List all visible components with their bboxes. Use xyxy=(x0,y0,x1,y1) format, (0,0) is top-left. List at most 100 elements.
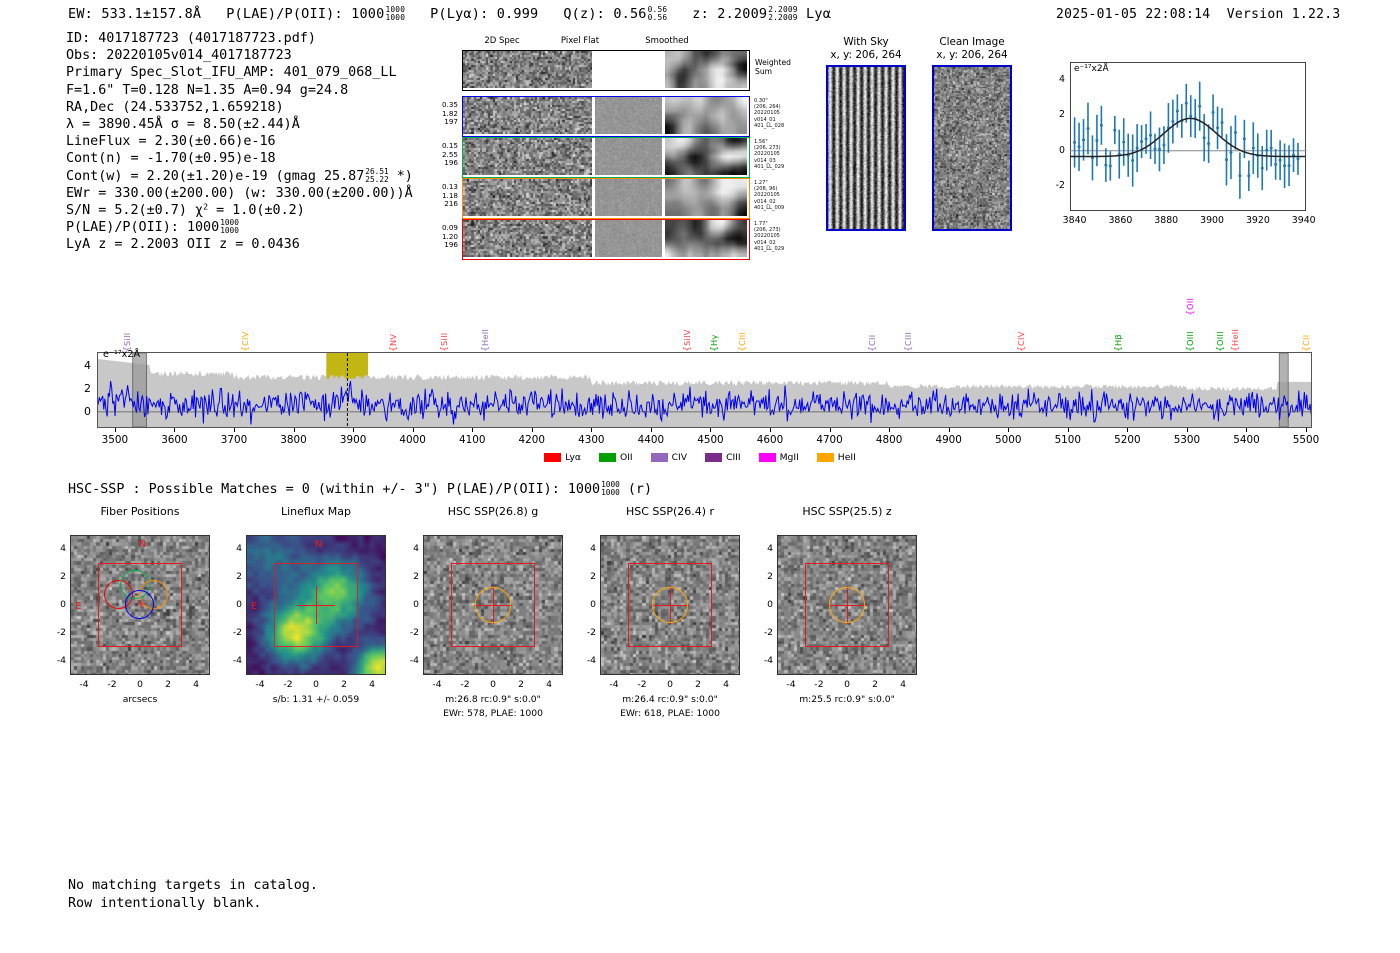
fit-plot-xtick: 3840 xyxy=(1062,215,1087,226)
spec2d-row-meta-line: (206, 273) xyxy=(754,227,781,234)
spec2d-row-stat: 1.18 xyxy=(441,190,458,200)
spectrum-data xyxy=(98,353,1311,427)
hsc-lo: 1000 xyxy=(601,487,620,497)
pixel-flat-image xyxy=(595,51,662,88)
z-value: 2.2009 xyxy=(717,6,768,22)
spectrum-ytick: 4 xyxy=(84,358,91,372)
spec2d-row-meta-line: 0.30" xyxy=(754,98,768,104)
cutout-xtick: -2 xyxy=(460,679,470,690)
cutout-xtick: -2 xyxy=(637,679,647,690)
spec2d-row-stats: 0.09 1.20 196 xyxy=(418,223,458,250)
spectrum-xtick-mark xyxy=(770,428,771,432)
legend-label: OII xyxy=(619,452,633,463)
spec2d-row-stats: 0.15 2.55 196 xyxy=(418,141,458,168)
plya-value: 0.999 xyxy=(496,6,539,22)
emission-line-bracket: { xyxy=(1230,346,1241,352)
line-fit-plot: e⁻¹⁷x2Å 3840 3860 3880 3900 3920 3940 4 2 0 -2 xyxy=(1036,52,1316,237)
spectrum-xtick-mark xyxy=(1067,428,1069,432)
spec2d-row-meta-line: 1.56" xyxy=(754,139,768,145)
spec2d-row-stat: 1.82 xyxy=(441,108,458,118)
spec2d-row-stat: 0.35 xyxy=(441,100,458,109)
footer-line-1: No matching targets in catalog. xyxy=(68,878,318,893)
parameter-block: ID: 4017187723 (4017187723.pdf) Obs: 202… xyxy=(66,30,413,254)
pixel-flat-image xyxy=(595,179,662,216)
emission-line-bracket: { xyxy=(389,346,399,352)
param-radec: RA,Dec (24.533752,1.659218) xyxy=(66,99,284,115)
spec2d-row-meta: 1.77" (206, 273) 20220105 v014_02 401_LL_029 xyxy=(754,221,810,252)
param-plae-hi: 1000 xyxy=(220,218,239,228)
cutout-xtick: -4 xyxy=(609,679,619,690)
legend-swatch xyxy=(598,453,616,462)
fiber-circle[interactable] xyxy=(124,589,155,620)
compass-north: N xyxy=(138,539,147,550)
cutout-caption-primary: m:25.5 rc:0.9" s:0.0" xyxy=(799,694,895,705)
cutout-caption-primary: arcsecs xyxy=(122,694,158,705)
hsc-hi: 1000 xyxy=(601,480,620,489)
emission-line-label: Hβ xyxy=(1113,334,1124,346)
cutout-ytick: -2 xyxy=(232,627,242,638)
sky-panel-title: Clean Image xyxy=(939,36,1005,48)
legend-swatch xyxy=(705,453,723,462)
spectrum-xtick-mark xyxy=(174,428,176,432)
sky-panel-coords: x, y: 206, 264 xyxy=(830,49,902,61)
legend-label: CIII xyxy=(726,452,741,463)
param-cont-w-hi: 26.51 xyxy=(365,166,389,176)
spec2d-row-stat: 197 xyxy=(444,117,458,127)
param-slot: Primary Spec_Slot_IFU_AMP: 401_079_068_L… xyxy=(66,65,397,81)
spec2d-row-stat: 1.20 xyxy=(441,231,458,241)
spectrum-xtick-mark xyxy=(412,428,414,432)
spectrum-xtick: 3500 xyxy=(101,434,129,446)
weighted-sum-label: Weighted Sum xyxy=(755,58,791,77)
spec2d-row-meta-line: (206, 264) xyxy=(754,104,781,111)
spec2d-row-meta-line: v014_03 xyxy=(754,157,776,164)
spec2d-col-title-1: Pixel Flat xyxy=(560,36,600,46)
cutout-title: Fiber Positions xyxy=(100,505,180,518)
spec2d-col-title-2: Smoothed xyxy=(645,36,689,46)
pixel-flat-image xyxy=(595,97,662,134)
cutout-region-box xyxy=(98,563,182,647)
cutout-ytick: 2 xyxy=(413,571,419,582)
spec2d-row-stat: 0.09 xyxy=(441,223,458,232)
footer-note: No matching targets in catalog. Row inte… xyxy=(68,877,318,913)
cutout-region-box xyxy=(274,563,358,647)
param-sn-a: S/N = 5.2(±0.7) χ xyxy=(66,203,204,219)
cutout-ytick: -4 xyxy=(56,655,66,666)
spec2d-image xyxy=(463,138,592,175)
full-spectrum-panel: e⁻¹⁷x2Å 0 2 4 3500 3600 3700 3800 3900 4000 4100 42… xyxy=(0,270,1400,470)
param-plae-lo: 1000 xyxy=(220,226,239,236)
emission-line-bracket: { xyxy=(682,346,693,352)
spectrum-xtick-mark xyxy=(650,428,652,432)
cutout-region-box xyxy=(628,563,712,647)
pixel-flat-image xyxy=(595,220,662,257)
spec2d-row-stats: 0.13 1.18 216 xyxy=(418,182,458,209)
spec2d-row-meta: 1.27" (208, 96) 20220105 v014_02 401_LL_009 xyxy=(754,180,810,211)
cutout-ytick: 0 xyxy=(413,599,419,610)
legend-item: OII xyxy=(598,452,633,463)
spectrum-xtick-mark xyxy=(1246,428,1248,432)
cutout-xtick: 2 xyxy=(872,679,878,690)
cutout-xtick: 4 xyxy=(193,679,199,690)
emission-line-label: CIV xyxy=(1016,331,1027,346)
cutout-ytick: -4 xyxy=(232,655,242,666)
emission-line-label: SiII xyxy=(121,332,132,346)
param-sn-b: = 1.0(±0.2) xyxy=(208,203,305,219)
spectrum-xtick: 3900 xyxy=(339,434,367,446)
cutout-aperture-circle xyxy=(829,587,865,623)
ew-label: EW: xyxy=(68,6,93,22)
cutout-ytick: 0 xyxy=(236,599,242,610)
spectrum-xtick: 3800 xyxy=(280,434,307,446)
qz-label: Q(z): xyxy=(563,6,605,22)
header-summary-line: EW: 533.1±157.8Å P(LAE)/P(OII): 10001000… xyxy=(68,6,831,22)
spectrum-xtick-mark xyxy=(1127,428,1129,432)
spec2d-row-meta-line: v014_02 xyxy=(754,198,776,205)
spectrum-xtick: 4100 xyxy=(458,434,486,446)
cutout-xtick: 4 xyxy=(546,679,552,690)
cutout-xtick: 2 xyxy=(341,679,347,690)
emission-line-bracket: { xyxy=(481,346,492,352)
spectrum-xtick: 5000 xyxy=(995,434,1022,446)
spectrum-xtick: 4500 xyxy=(697,434,724,446)
legend-swatch xyxy=(650,453,668,462)
cutout-xtick: -2 xyxy=(107,679,117,690)
fit-plot-ytick: 2 xyxy=(1059,109,1065,121)
cutout-caption-secondary: EWr: 578, PLAE: 1000 xyxy=(443,708,543,719)
